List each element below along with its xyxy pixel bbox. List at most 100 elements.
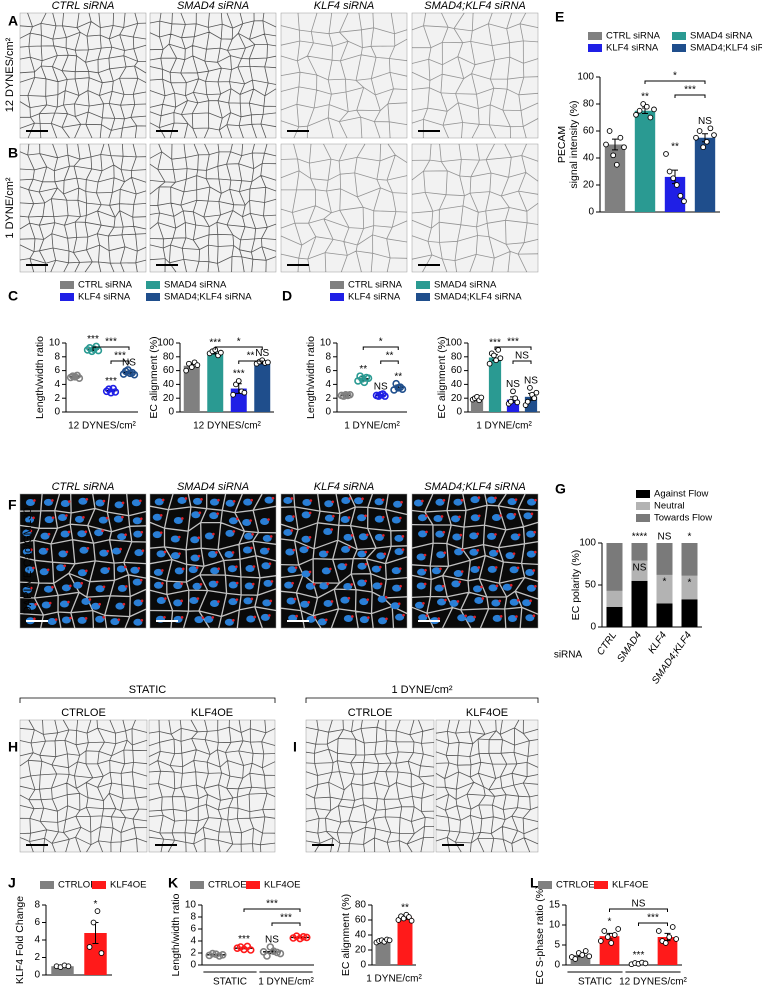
golgi: [159, 531, 163, 534]
y-axis-label: Length/width ratio: [34, 336, 46, 419]
golgi: [98, 602, 101, 606]
comparison-bracket: [110, 360, 130, 364]
nucleus: [509, 566, 519, 574]
cell-borders: [19, 719, 148, 853]
data-point: [572, 956, 579, 962]
legend-swatch: [672, 32, 686, 40]
golgi: [400, 500, 403, 504]
y-axis-label: PECAM: [556, 126, 568, 163]
nucleus: [358, 533, 368, 541]
nucleus: [323, 528, 333, 536]
nucleus: [507, 498, 517, 506]
nucleus: [470, 565, 480, 573]
golgi: [269, 535, 273, 538]
panel-letter: A: [8, 13, 18, 29]
golgi: [232, 618, 235, 622]
nucleus: [452, 533, 462, 541]
golgi: [269, 599, 273, 603]
golgi: [476, 549, 480, 552]
nucleus: [505, 552, 515, 560]
golgi: [494, 566, 498, 569]
micrograph: [280, 143, 408, 273]
data-point: [642, 960, 649, 967]
y-tick-label: 0: [590, 622, 596, 633]
golgi: [65, 550, 69, 554]
golgi: [235, 581, 239, 585]
data-point: [711, 132, 717, 138]
golgi: [381, 498, 385, 502]
y-tick-label: 60: [451, 365, 463, 376]
comparison-bracket: [609, 908, 668, 912]
golgi: [235, 565, 238, 568]
nucleus: [22, 586, 32, 594]
nucleus: [302, 499, 312, 507]
golgi: [460, 570, 464, 573]
nucleus: [453, 498, 463, 506]
golgi: [235, 598, 239, 601]
nucleus: [134, 549, 144, 557]
golgi: [423, 582, 427, 586]
nucleus: [27, 602, 37, 610]
nucleus: [153, 568, 163, 576]
golgi: [364, 562, 368, 566]
golgi: [473, 615, 476, 619]
golgi: [437, 617, 441, 620]
nucleus: [436, 598, 446, 606]
nucleus: [525, 568, 535, 576]
golgi: [67, 530, 71, 534]
cell-borders: [148, 719, 276, 853]
data-point: [617, 134, 624, 141]
golgi: [161, 569, 164, 572]
golgi: [529, 599, 532, 603]
panel-letter: D: [282, 288, 292, 304]
golgi: [397, 602, 401, 606]
golgi: [29, 586, 33, 590]
golgi: [532, 569, 536, 572]
nucleus: [414, 601, 424, 609]
golgi: [494, 496, 497, 500]
nucleus: [321, 567, 331, 575]
golgi: [366, 533, 369, 537]
nucleus: [288, 614, 298, 622]
nucleus: [301, 535, 311, 543]
comparison-bracket: [674, 94, 706, 98]
nucleus: [301, 570, 311, 578]
data-point: [621, 144, 627, 151]
golgi: [84, 530, 88, 534]
data-point: [230, 391, 236, 398]
bar-segment: [656, 574, 673, 604]
y-tick-label: 6: [190, 924, 196, 935]
golgi: [498, 599, 502, 603]
nucleus: [204, 532, 214, 540]
nucleus: [434, 584, 444, 592]
bar-segment: [606, 606, 623, 627]
nucleus: [173, 516, 183, 524]
golgi: [344, 563, 348, 566]
golgi: [309, 499, 313, 502]
golgi: [181, 517, 184, 520]
golgi: [477, 566, 481, 569]
bar-segment: [681, 599, 698, 627]
nucleus: [418, 614, 428, 622]
comparison-bracket: [380, 360, 399, 364]
legend-label: SMAD4;KLF4 siRNA: [434, 292, 522, 303]
bar: [570, 955, 591, 965]
comparison-bracket: [362, 346, 399, 350]
nucleus: [132, 578, 142, 586]
nucleus: [204, 615, 214, 623]
legend-swatch: [538, 881, 552, 889]
nucleus: [418, 530, 428, 538]
golgi: [509, 583, 513, 587]
y-tick-label: 0: [190, 960, 196, 971]
nucleus: [510, 533, 520, 541]
nucleus: [78, 497, 88, 505]
legend-label: CTRL siRNA: [78, 280, 133, 291]
golgi: [32, 516, 35, 520]
y-tick-label: 5: [554, 940, 560, 951]
golgi: [161, 498, 165, 502]
significance-label: **: [394, 371, 402, 382]
golgi: [141, 549, 145, 552]
golgi: [34, 603, 37, 606]
bar: [634, 110, 656, 212]
